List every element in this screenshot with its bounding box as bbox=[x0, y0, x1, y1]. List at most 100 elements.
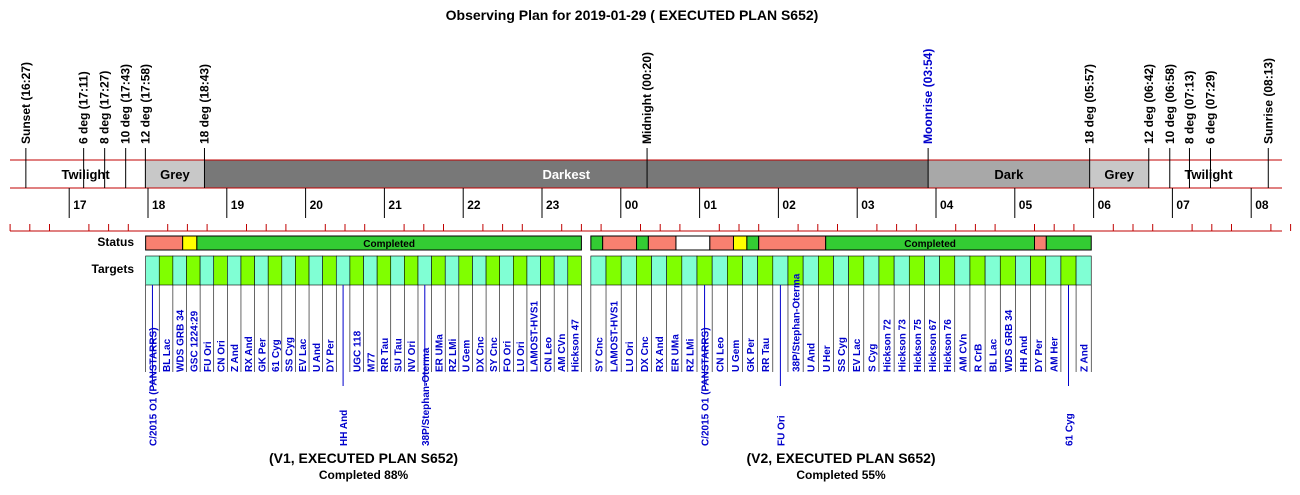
target-label: 61 Cyg bbox=[271, 339, 282, 372]
target-label: HH And bbox=[339, 410, 350, 446]
target-block bbox=[727, 255, 743, 286]
target-label: RZ LMi bbox=[685, 338, 696, 372]
hour-tick-label: 07 bbox=[1176, 198, 1190, 212]
target-block bbox=[757, 255, 774, 286]
target-label: U And bbox=[312, 343, 323, 372]
target-block bbox=[848, 255, 865, 286]
target-label: Z And bbox=[1080, 344, 1091, 372]
target-label: GK Per bbox=[257, 338, 268, 372]
status-segment bbox=[709, 235, 734, 251]
target-label: LAMOST-HVS1 bbox=[610, 300, 621, 372]
phase-label: Grey bbox=[1104, 167, 1134, 182]
hour-tick-label: 08 bbox=[1255, 198, 1269, 212]
target-label: WDS GRB 34 bbox=[1004, 309, 1015, 372]
plan-name: (V2, EXECUTED PLAN S652) bbox=[747, 450, 936, 466]
event-label: 12 deg (17:58) bbox=[138, 64, 152, 144]
target-block bbox=[199, 255, 215, 286]
target-block bbox=[833, 255, 849, 286]
status-segment bbox=[758, 235, 827, 251]
target-block bbox=[145, 255, 160, 286]
event-label: Moonrise (03:54) bbox=[921, 49, 935, 144]
status-label: Completed bbox=[904, 239, 956, 250]
target-label: U Gem bbox=[462, 340, 473, 372]
hour-tick-label: 17 bbox=[73, 198, 87, 212]
status-segment bbox=[636, 235, 649, 251]
status-row: Completed Completed bbox=[145, 235, 1092, 251]
hour-tick-label: 19 bbox=[231, 198, 245, 212]
event-label: 10 deg (06:58) bbox=[1163, 64, 1177, 144]
target-label: FU Ori bbox=[203, 341, 214, 372]
target-block bbox=[158, 255, 174, 286]
status-segment bbox=[590, 235, 604, 251]
target-label: LAMOST-HVS1 bbox=[530, 300, 541, 372]
event-label: Sunset (16:27) bbox=[19, 62, 33, 144]
target-block bbox=[1075, 255, 1092, 286]
target-label: Hickson 47 bbox=[571, 319, 582, 372]
hour-tick-label: 20 bbox=[310, 198, 324, 212]
target-label: 61 Cyg bbox=[1064, 413, 1075, 446]
hour-tick-label: 21 bbox=[388, 198, 402, 212]
target-block bbox=[878, 255, 895, 286]
target-block bbox=[186, 255, 201, 286]
targets-row-label: Targets bbox=[92, 262, 135, 276]
phase-segment bbox=[1148, 160, 1269, 188]
target-block bbox=[893, 255, 910, 286]
target-block bbox=[472, 255, 487, 286]
phase-segment bbox=[204, 160, 929, 188]
phase-segment bbox=[928, 160, 1090, 188]
status-segment bbox=[675, 235, 711, 251]
target-label: FO Ori bbox=[503, 341, 514, 372]
hour-tick-label: 06 bbox=[1098, 198, 1112, 212]
hour-tick-label: 02 bbox=[782, 198, 796, 212]
target-block bbox=[605, 255, 622, 286]
target-block bbox=[939, 255, 956, 286]
target-block bbox=[308, 255, 323, 286]
status-label: Completed bbox=[363, 239, 415, 250]
target-label: Hickson 73 bbox=[898, 319, 909, 372]
target-label: HH And bbox=[1019, 336, 1030, 372]
target-block bbox=[227, 255, 242, 286]
event-label: 6 deg (17:11) bbox=[77, 71, 91, 144]
target-label: AM Her bbox=[1049, 337, 1060, 372]
target-label: U Her bbox=[822, 345, 833, 372]
target-label: DY Per bbox=[1034, 339, 1045, 372]
target-block bbox=[335, 255, 351, 286]
event-label: 12 deg (06:42) bbox=[1142, 64, 1156, 144]
target-label: SY Cnc bbox=[594, 337, 605, 372]
target-label: CN Ori bbox=[217, 340, 228, 372]
target-label: NV Ori bbox=[407, 341, 418, 372]
target-label: S Cyg bbox=[867, 344, 878, 372]
target-block bbox=[254, 255, 269, 286]
target-label: LU Ori bbox=[516, 341, 527, 372]
target-label: RZ LMi bbox=[448, 338, 459, 372]
event-label: 6 deg (07:29) bbox=[1203, 71, 1217, 144]
target-block bbox=[213, 255, 228, 286]
status-segment bbox=[746, 235, 760, 251]
target-block bbox=[281, 255, 296, 286]
target-label: DX Cnc bbox=[640, 336, 651, 372]
target-label: BL Lac bbox=[989, 338, 1000, 372]
phase-label: Dark bbox=[994, 167, 1024, 182]
target-block bbox=[802, 255, 819, 286]
status-segment bbox=[1045, 235, 1092, 251]
target-block bbox=[295, 255, 310, 286]
target-label: U Gem bbox=[731, 340, 742, 372]
target-block bbox=[999, 255, 1016, 286]
status-segment bbox=[196, 235, 582, 251]
target-label: Hickson 76 bbox=[943, 319, 954, 372]
target-label: SS Cyg bbox=[837, 337, 848, 372]
target-block bbox=[969, 255, 986, 286]
hour-tick-label: 04 bbox=[940, 198, 954, 212]
target-label: DY Per bbox=[325, 339, 336, 372]
event-label: 8 deg (07:13) bbox=[1182, 71, 1196, 144]
target-block bbox=[363, 255, 378, 286]
status-row-label: Status bbox=[97, 235, 134, 249]
target-block bbox=[349, 255, 364, 286]
target-block bbox=[620, 255, 637, 286]
hour-tick-label: 00 bbox=[625, 198, 639, 212]
hour-tick-label: 05 bbox=[1019, 198, 1033, 212]
target-block bbox=[1060, 255, 1077, 286]
target-label: WDS GRB 34 bbox=[176, 309, 187, 372]
target-label: LU Ori bbox=[625, 341, 636, 372]
